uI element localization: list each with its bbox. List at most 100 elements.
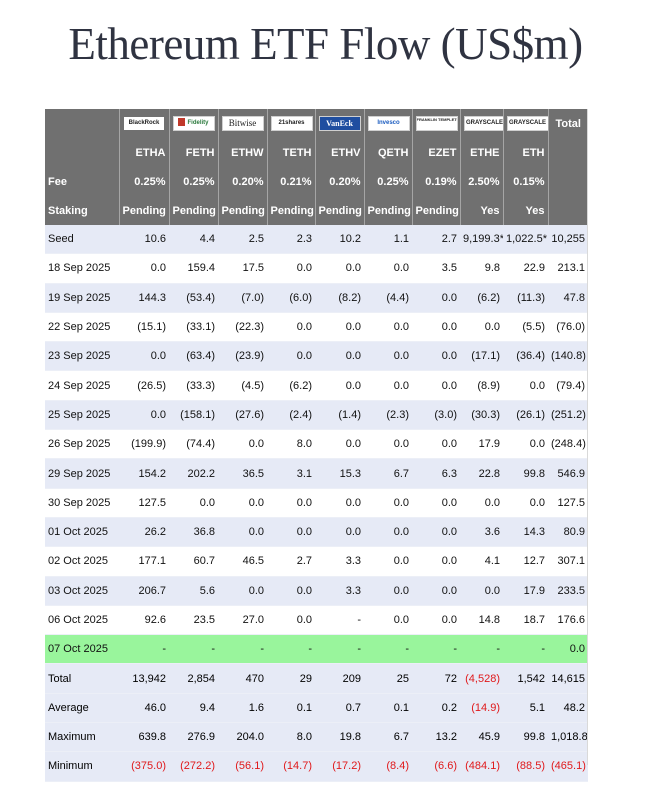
flow-value-cell: (23.9) [218, 341, 267, 372]
table-row: Seed 10.6 4.4 2.5 2.3 10.2 1.1 2.7 9,199.3* 1,022… [45, 225, 588, 255]
flow-value-cell: 0.0 [548, 634, 588, 665]
summary-value-cell: 46.0 [119, 693, 169, 724]
flow-value-cell: 0.0 [315, 429, 364, 460]
flow-value-cell: - [460, 634, 503, 665]
row-date-label: 18 Sep 2025 [45, 253, 119, 284]
row-date-label: 07 Oct 2025 [45, 634, 119, 665]
flow-value-cell: 546.9 [548, 458, 588, 489]
flow-value-cell: (4.5) [218, 370, 267, 401]
flow-value-cell: 0.0 [503, 429, 548, 460]
flow-value-cell: 0.0 [460, 576, 503, 606]
row-date-label: 30 Sep 2025 [45, 488, 119, 518]
summary-value-cell: 19.8 [315, 722, 364, 753]
ticker-cell: ETHA [118, 138, 169, 167]
flow-value-cell: 206.7 [119, 576, 169, 606]
flow-value-cell: - [364, 634, 412, 665]
summary-value-cell: 9.4 [169, 693, 218, 724]
table-row: 30 Sep 2025 127.5 0.0 0.0 0.0 0.0 0.0 0.0 0.0 0.0… [45, 488, 588, 518]
flow-value-cell: 127.5 [548, 488, 588, 518]
issuer-logo-text: GRAYSCALE [465, 120, 503, 126]
summary-value-cell: 72 [412, 663, 460, 694]
flow-value-cell: (17.1) [460, 341, 503, 372]
flow-value-cell: 46.5 [218, 546, 267, 577]
flow-value-cell: (26.1) [503, 400, 548, 431]
flow-value-cell: 0.0 [460, 488, 503, 518]
flow-value-cell: 0.0 [412, 429, 460, 460]
fee-cell: 0.25% [168, 167, 218, 196]
flow-value-cell: 0.0 [412, 576, 460, 606]
flow-value-cell: 14.3 [503, 517, 548, 548]
issuer-logo-cell: GRAYSCALE [459, 109, 503, 138]
flow-value-cell: 15.3 [315, 458, 364, 489]
issuer-logo-cell: Bitwise [217, 109, 267, 138]
flow-value-cell: 92.6 [119, 605, 169, 636]
flow-value-cell: 0.0 [315, 488, 364, 518]
summary-value-cell: 2,854 [169, 663, 218, 694]
flow-value-cell: 177.1 [119, 546, 169, 577]
fee-total-cell [547, 167, 588, 196]
summary-value-cell: 8.0 [267, 722, 315, 753]
issuer-logo-text: 21shares [278, 120, 305, 126]
flow-value-cell: 0.0 [364, 312, 412, 343]
table-row: 03 Oct 2025 206.7 5.6 0.0 0.0 3.3 0.0 0.0 0.0 17.… [45, 576, 588, 606]
row-date-label: Seed [45, 225, 119, 255]
flow-value-cell: 3.1 [267, 458, 315, 489]
flow-value-cell: 12.7 [503, 546, 548, 577]
flow-value-cell: 0.0 [315, 341, 364, 372]
summary-value-cell: 204.0 [218, 722, 267, 753]
table-row: 06 Oct 2025 92.6 23.5 27.0 0.0-0.0 0.0 14.8 18.… [45, 605, 588, 636]
flow-value-cell: 22.8 [460, 458, 503, 489]
flow-value-cell: (76.0) [548, 312, 588, 343]
summary-value-cell: 14,615 [548, 663, 588, 694]
flow-value-cell: 2.7 [267, 546, 315, 577]
issuer-logo-cell: VanEck [314, 109, 364, 138]
vaneck-logo: VanEck [318, 116, 361, 131]
summary-value-cell: 13,942 [119, 663, 169, 694]
flow-value-cell: (53.4) [169, 283, 218, 313]
issuer-logo-text: GRAYSCALE [508, 120, 547, 126]
flow-value-cell: 8.0 [267, 429, 315, 460]
issuer-logo-row: BlackRock Fidelity Bitwise 21shares VanEck In… [45, 109, 588, 138]
flow-value-cell: 1,022.5* [503, 225, 548, 255]
flow-value-cell: 99.8 [503, 458, 548, 489]
summary-label: Total [45, 663, 119, 694]
flow-value-cell: 0.0 [364, 546, 412, 577]
flow-value-cell: 307.1 [548, 546, 588, 577]
ticker-row: ETHA FETH ETHW TETH ETHV QETH EZET ETHE ETH [45, 138, 588, 167]
staking-cell: Yes [459, 196, 503, 225]
fee-cell: 0.19% [411, 167, 460, 196]
flow-value-cell: - [315, 605, 364, 636]
summary-value-cell: 5.1 [503, 693, 548, 724]
flow-value-cell: 0.0 [364, 488, 412, 518]
flow-value-cell: 10,255 [548, 225, 588, 255]
table-row: 02 Oct 2025 177.1 60.7 46.5 2.7 3.3 0.0 0.0 4.1 1… [45, 546, 588, 577]
summary-value-cell: 6.7 [364, 722, 412, 753]
issuer-logo-text: Invesco [377, 120, 400, 126]
grayscale-logo: GRAYSCALE [506, 116, 548, 131]
bitwise-logo: Bitwise [221, 116, 264, 131]
flow-value-cell: (8.9) [460, 370, 503, 401]
staking-cell: Pending [314, 196, 364, 225]
fee-cell: 0.15% [502, 167, 548, 196]
row-date-label: 02 Oct 2025 [45, 546, 119, 577]
issuer-logo-cell: BlackRock [118, 109, 169, 138]
flow-value-cell: 0.0 [412, 605, 460, 636]
summary-row: Average 46.0 9.4 1.6 0.1 0.7 0.1 0.2 (14.9) 5.1 48… [45, 693, 588, 724]
summary-value-cell: (465.1) [548, 751, 588, 782]
flow-value-cell: 0.0 [412, 312, 460, 343]
flow-value-cell: 4.4 [169, 225, 218, 255]
flow-value-cell: (251.2) [548, 400, 588, 431]
flow-value-cell: 6.3 [412, 458, 460, 489]
flow-value-cell: (27.6) [218, 400, 267, 431]
issuer-logo-text: Fidelity [187, 120, 209, 126]
row-date-label: 03 Oct 2025 [45, 576, 119, 606]
flow-value-cell: 17.9 [503, 576, 548, 606]
flow-value-cell: (140.8) [548, 341, 588, 372]
header-corner-cell [45, 109, 119, 138]
total-column-header: Total [547, 109, 588, 138]
flow-value-cell: (3.0) [412, 400, 460, 431]
fee-cell: 0.20% [314, 167, 364, 196]
flow-value-cell: 3.5 [412, 253, 460, 284]
issuer-logo-cell: Invesco [363, 109, 412, 138]
etf-flow-table: BlackRock Fidelity Bitwise 21shares VanEck In… [45, 109, 588, 782]
